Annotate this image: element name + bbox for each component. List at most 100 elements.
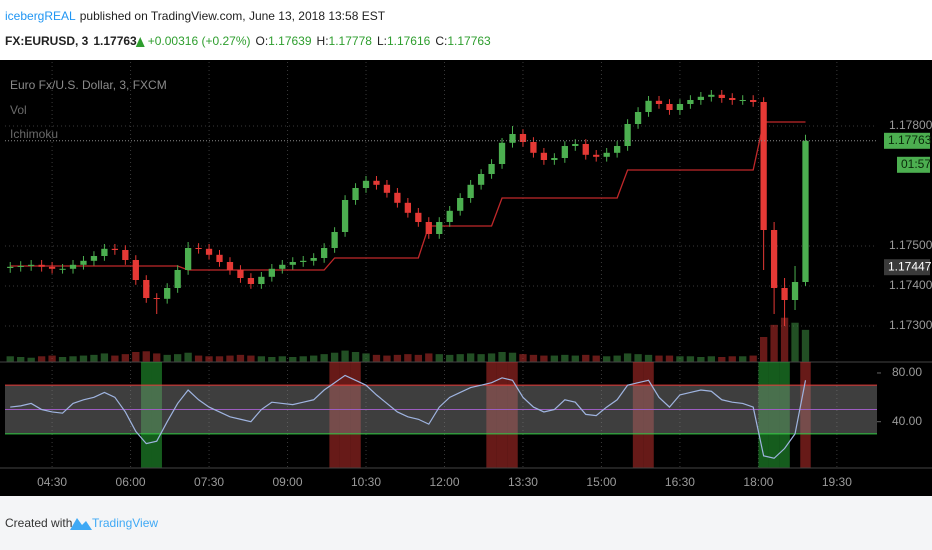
volume-bar xyxy=(446,354,454,362)
volume-bar xyxy=(498,352,506,362)
symbol: FX:EURUSD, 3 xyxy=(5,34,89,48)
candle-body xyxy=(310,258,317,261)
volume-bar xyxy=(414,354,422,362)
volume-bar xyxy=(268,357,276,362)
candle-body xyxy=(17,266,24,267)
volume-bar xyxy=(226,355,234,362)
candle-body xyxy=(38,264,45,267)
volume-bar xyxy=(759,337,768,362)
volume-bar xyxy=(299,356,307,362)
x-tick-label: 19:30 xyxy=(822,475,852,489)
candle-body xyxy=(802,140,809,282)
candle-body xyxy=(321,248,328,258)
x-tick-label: 09:00 xyxy=(273,475,303,489)
volume-bar xyxy=(728,356,736,362)
y-tick-label: 1.17800 xyxy=(889,118,932,132)
candle-body xyxy=(268,268,275,277)
candle-body xyxy=(341,200,349,232)
volume-bar xyxy=(257,356,266,362)
y-tick-label: 1.17400 xyxy=(889,278,932,292)
candle-body xyxy=(750,100,757,102)
price-label: 1.17447 xyxy=(888,259,932,273)
publisher: icebergREAL xyxy=(5,9,76,23)
zone-shade xyxy=(643,362,654,468)
candle-body xyxy=(477,174,485,185)
volume-bar xyxy=(456,354,464,362)
volume-bar xyxy=(205,356,213,362)
candle-body xyxy=(69,264,77,269)
candle-body xyxy=(352,188,359,200)
up-arrow xyxy=(135,37,145,47)
candle-body xyxy=(770,230,778,288)
candle-body xyxy=(394,192,401,203)
candle-body xyxy=(760,102,767,230)
y-tick-label: 1.17300 xyxy=(889,318,932,332)
volume-bar xyxy=(79,355,88,362)
volume-bar xyxy=(278,356,286,362)
candle-body xyxy=(373,180,380,185)
x-tick-label: 15:00 xyxy=(586,475,616,489)
volume-bar xyxy=(194,355,203,362)
volume-bar xyxy=(383,355,391,362)
x-tick-label: 06:00 xyxy=(116,475,146,489)
volume-bar xyxy=(320,354,328,362)
published: published on TradingView.com, June 13, 2… xyxy=(80,9,386,23)
candle-body xyxy=(279,264,286,269)
volume-bar xyxy=(791,322,799,362)
volume-bar xyxy=(142,351,150,362)
candle-body xyxy=(708,94,715,97)
candle-body xyxy=(655,100,663,104)
volume-bar xyxy=(37,356,46,362)
zone-shade xyxy=(496,362,508,468)
candle-body xyxy=(226,262,234,270)
volume-bar xyxy=(749,355,757,362)
volume-bar xyxy=(310,355,318,362)
zone-shade xyxy=(758,362,769,468)
candle-body xyxy=(488,164,495,174)
candle-body xyxy=(247,278,255,284)
volume-bar xyxy=(550,355,559,362)
volume-bar xyxy=(132,352,140,362)
candle-body xyxy=(122,250,129,260)
volume-bar xyxy=(519,354,527,362)
price-label-box xyxy=(884,132,930,149)
zone-shade xyxy=(350,362,361,468)
volume-bar xyxy=(686,356,695,362)
candle-body xyxy=(687,100,694,104)
footer-created: Created with xyxy=(5,516,72,530)
volume-bar xyxy=(215,356,224,362)
volume-bar xyxy=(780,317,789,362)
candle-body xyxy=(530,142,537,153)
candle-body xyxy=(164,288,171,299)
volume-bar xyxy=(529,354,538,362)
candle-body xyxy=(614,146,621,153)
candle-body xyxy=(404,202,412,213)
candle-body xyxy=(59,268,66,270)
volume-bar xyxy=(173,354,182,362)
volume-bar xyxy=(69,356,77,362)
volume-bar xyxy=(372,354,381,362)
volume-bar xyxy=(718,357,726,362)
change: +0.00316 (+0.27%) xyxy=(148,34,251,48)
candle-body xyxy=(383,184,391,193)
candle-body xyxy=(739,100,746,101)
candle-body xyxy=(132,260,139,280)
volume-bar xyxy=(466,353,475,362)
volume-bar xyxy=(477,354,485,362)
legend-item: Ichimoku xyxy=(10,127,58,141)
ohlc-value: 1.17616 xyxy=(387,34,431,48)
y-tick-label: 40.00 xyxy=(892,414,922,428)
candle-body xyxy=(572,144,579,146)
candle-body xyxy=(28,264,35,266)
footer-brand[interactable]: TradingView xyxy=(92,516,158,530)
candle-body xyxy=(195,248,202,249)
zone-shade xyxy=(339,362,351,468)
volume-bar xyxy=(655,355,663,362)
candle-body xyxy=(331,232,338,248)
candle-body xyxy=(697,96,704,100)
volume-bar xyxy=(435,354,443,362)
countdown-box xyxy=(897,156,930,173)
rsi-line xyxy=(10,374,807,459)
candle-body xyxy=(551,158,558,160)
